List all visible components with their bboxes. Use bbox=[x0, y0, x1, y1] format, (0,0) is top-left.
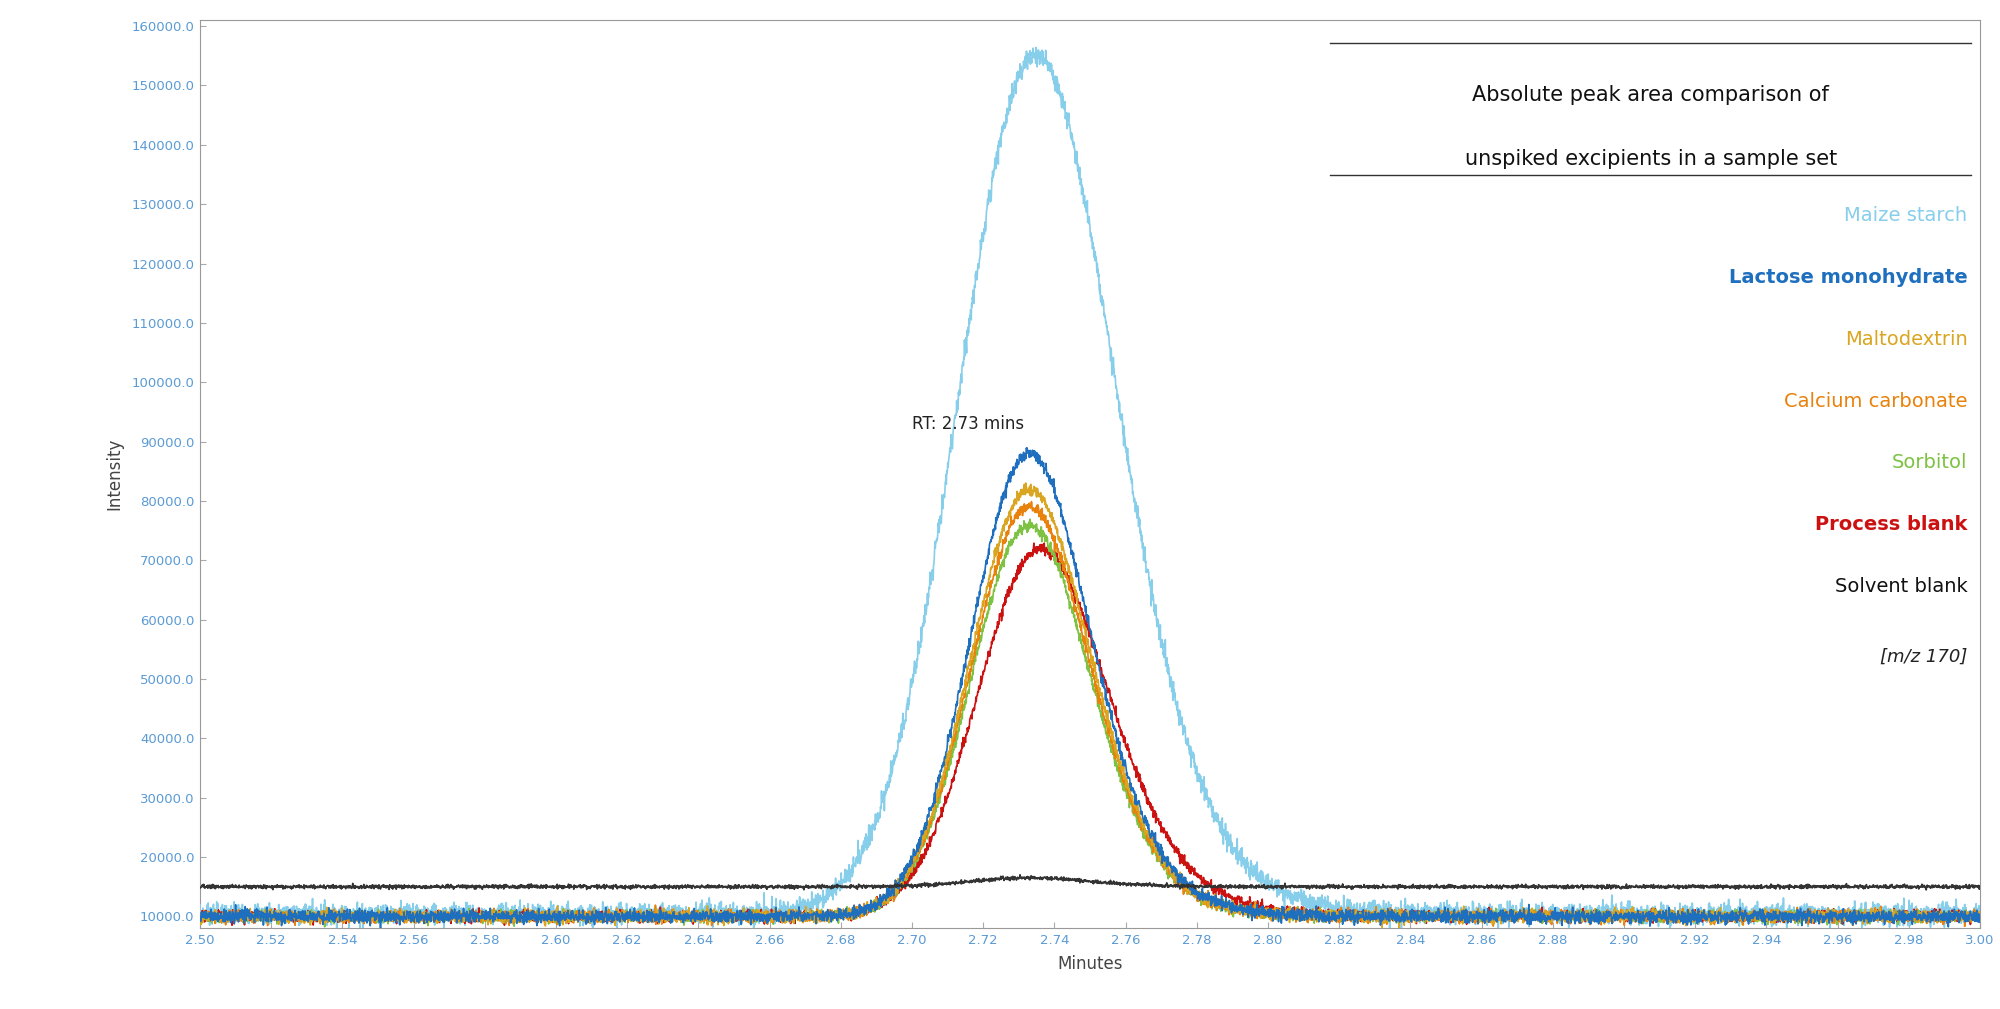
Text: RT: 2.73 mins: RT: 2.73 mins bbox=[912, 415, 1024, 433]
Text: Solvent blank: Solvent blank bbox=[1834, 577, 1968, 596]
Text: Process blank: Process blank bbox=[1816, 515, 1968, 534]
Text: Sorbitol: Sorbitol bbox=[1892, 453, 1968, 472]
Text: Maize starch: Maize starch bbox=[1844, 207, 1968, 225]
Text: Absolute peak area comparison of: Absolute peak area comparison of bbox=[1472, 85, 1830, 105]
Text: Maltodextrin: Maltodextrin bbox=[1844, 330, 1968, 349]
Text: [m/z 170]: [m/z 170] bbox=[1880, 648, 1968, 666]
Text: unspiked excipients in a sample set: unspiked excipients in a sample set bbox=[1464, 148, 1836, 169]
Text: Calcium carbonate: Calcium carbonate bbox=[1784, 391, 1968, 411]
Text: Lactose monohydrate: Lactose monohydrate bbox=[1728, 268, 1968, 288]
X-axis label: Minutes: Minutes bbox=[1058, 956, 1122, 973]
Y-axis label: Intensity: Intensity bbox=[106, 438, 124, 511]
